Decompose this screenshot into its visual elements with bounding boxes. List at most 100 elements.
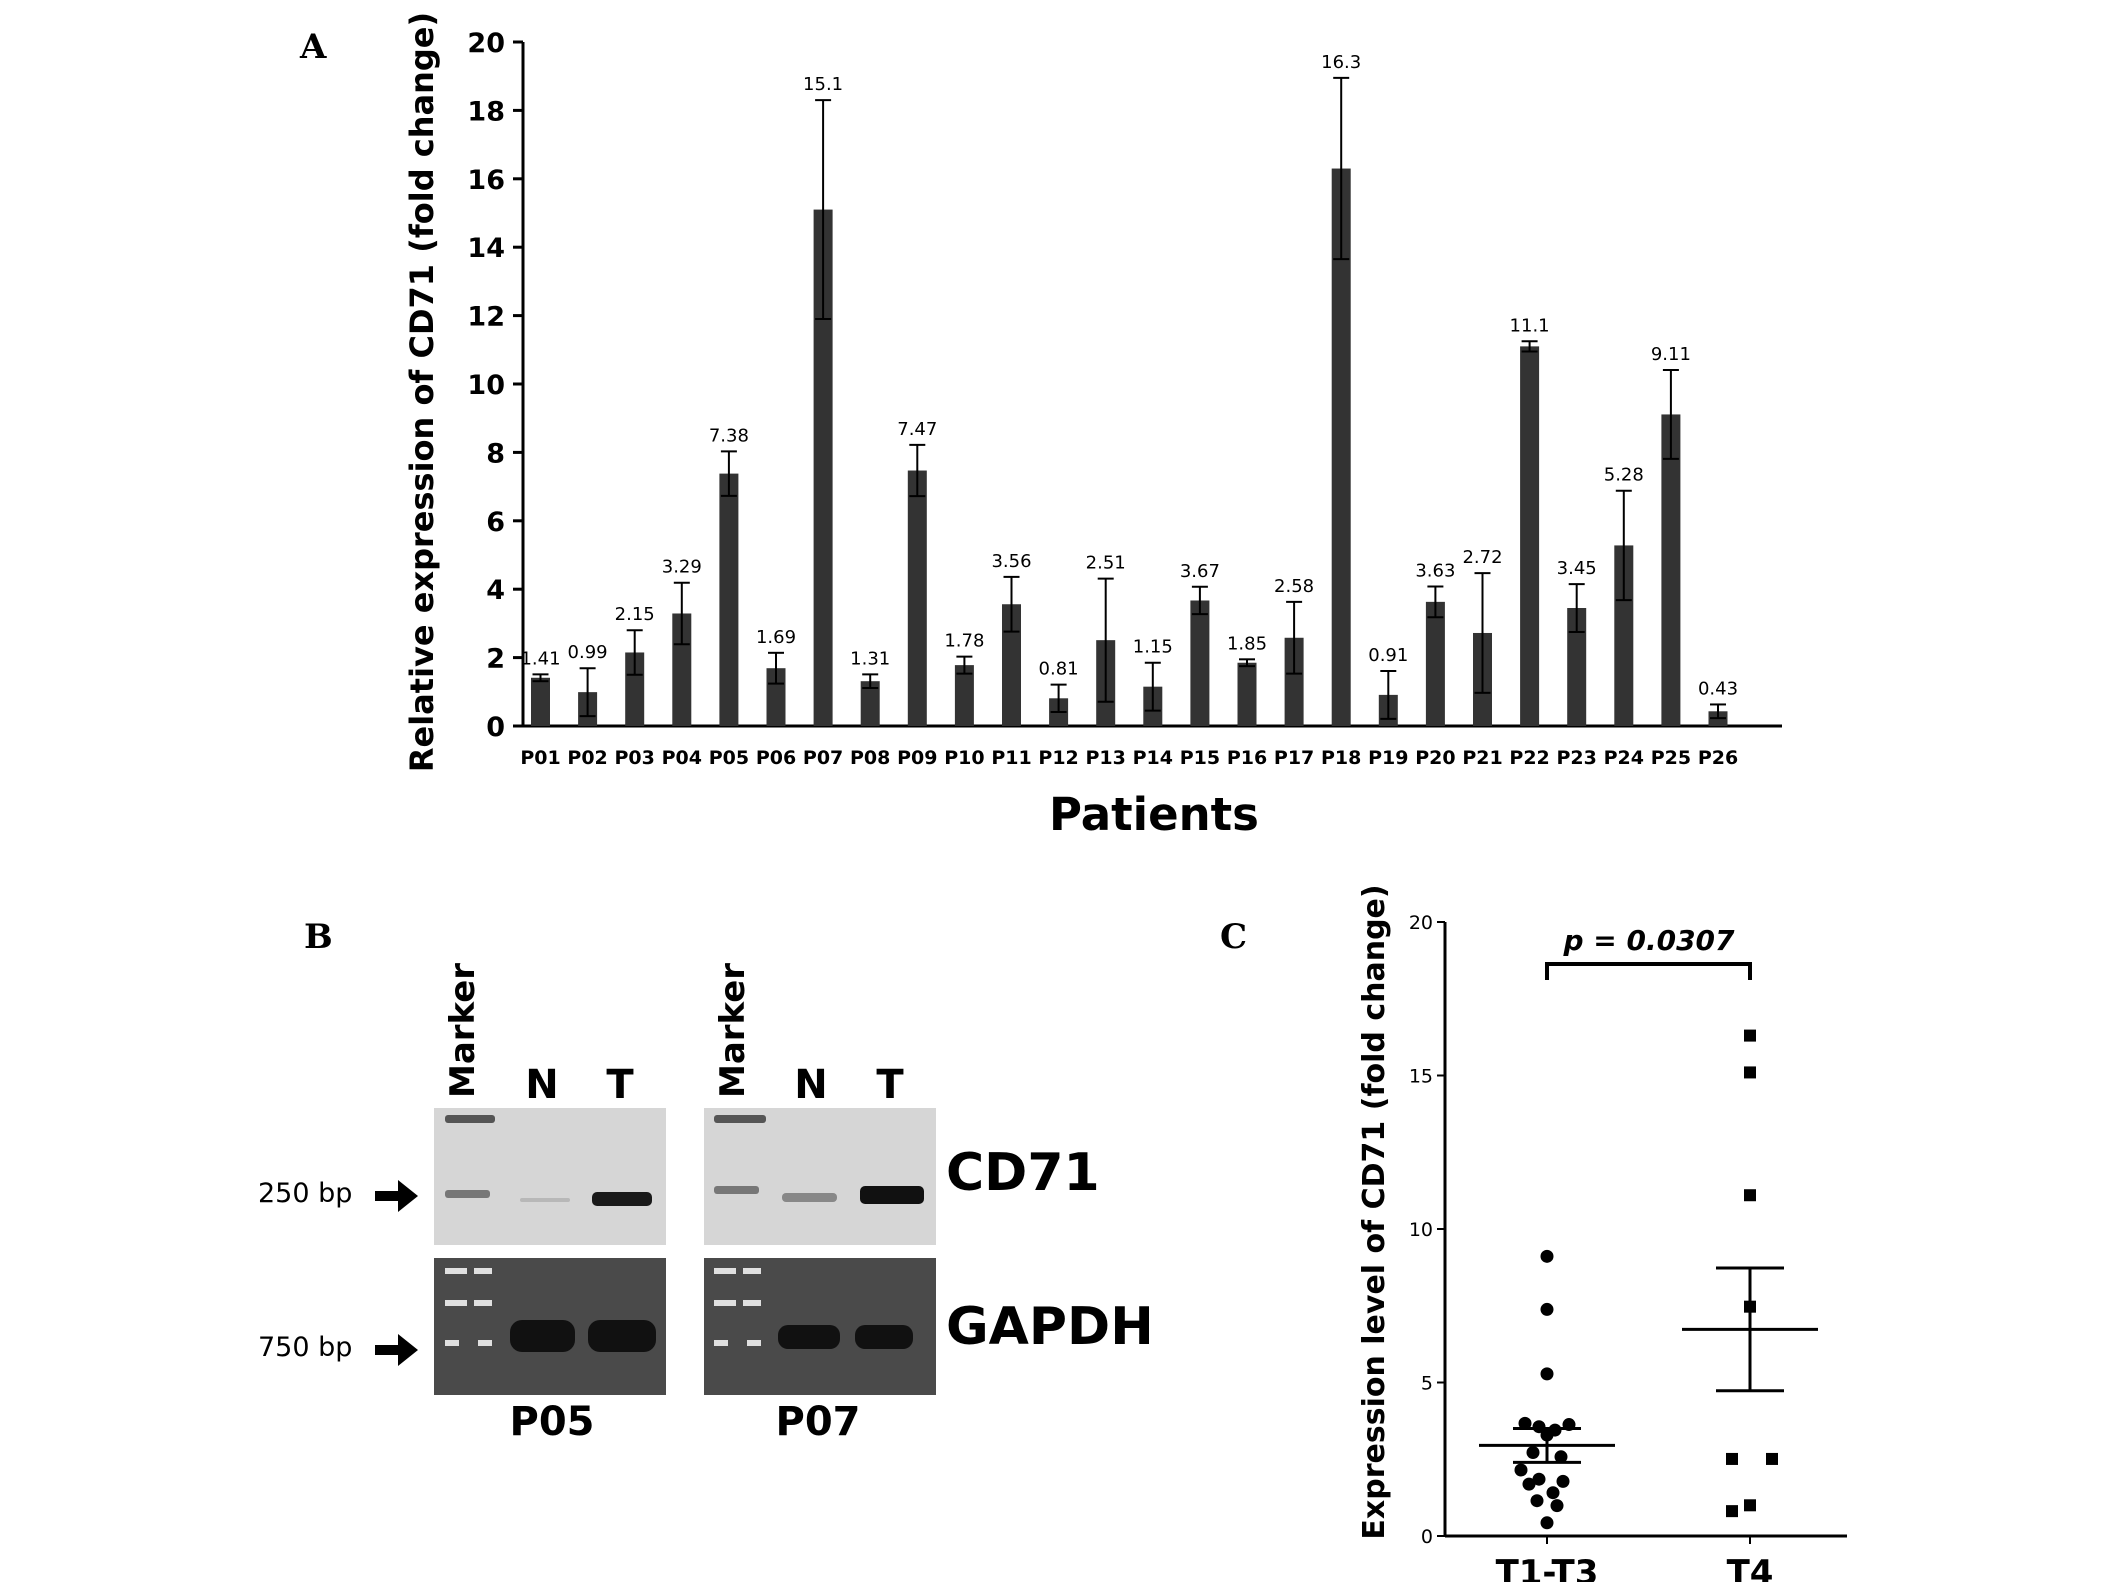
marker-label-left: Marker (443, 963, 483, 1098)
x-tick-label-a: P20 (1415, 747, 1455, 769)
bar-p25 (1661, 414, 1681, 726)
data-label-p04: 3.29 (662, 557, 702, 578)
y-tick-label-a: 6 (486, 507, 505, 538)
y-tick-label-a: 18 (467, 96, 505, 127)
y-tick-label-a: 16 (467, 165, 505, 196)
bar-p01 (531, 677, 550, 726)
data-label-p18: 16.3 (1321, 52, 1361, 73)
gapdh-band-p05-t (588, 1320, 656, 1352)
x-tick-label-a: P23 (1557, 747, 1597, 769)
marker-band (747, 1340, 761, 1346)
data-label-p12: 0.81 (1039, 659, 1079, 680)
bar-p20 (1425, 601, 1445, 726)
x-tick-label-a: P14 (1133, 747, 1173, 769)
gene-label-gapdh: GAPDH (946, 1297, 1154, 1357)
x-tick-label-a: P12 (1038, 747, 1078, 769)
x-tick-label-a: P01 (520, 747, 560, 769)
x-tick-label-a: P11 (991, 747, 1031, 769)
arrow-right-icon (375, 1180, 418, 1212)
cd71-band-p07-t (860, 1186, 924, 1204)
bar-p05 (719, 473, 739, 726)
data-label-p24: 5.28 (1604, 465, 1644, 486)
gapdh-band-p07-n (778, 1325, 840, 1349)
bar-p03 (625, 652, 645, 726)
x-tick-label-a: P08 (850, 747, 890, 769)
data-point-t1-t3 (1522, 1477, 1536, 1491)
x-tick-label-a: P15 (1180, 747, 1220, 769)
bar-p04 (672, 613, 692, 726)
marker-band (445, 1268, 467, 1274)
x-tick-label-a: P10 (944, 747, 984, 769)
gel-cd71-p07 (704, 1108, 936, 1245)
data-point-t1-t3 (1532, 1472, 1546, 1486)
marker-band (478, 1340, 492, 1346)
scatter-chart-c: 0 5 10 15 20 T1-T3 T4 Expression level of CD71… (1357, 884, 1847, 1582)
bar-p17 (1284, 637, 1304, 726)
data-point-t4 (1766, 1452, 1778, 1465)
x-tick-label-a: P26 (1698, 747, 1738, 769)
significance-bracket (1545, 962, 1752, 980)
y-tick-label-c: 10 (1409, 1219, 1433, 1241)
data-point-t4 (1744, 1066, 1756, 1079)
cd71-band-p07-n (782, 1193, 837, 1202)
y-tick-label-a: 20 (467, 28, 505, 59)
data-label-p20: 3.63 (1415, 560, 1455, 581)
data-point-t1-t3 (1518, 1416, 1532, 1430)
data-label-p07: 15.1 (803, 74, 843, 95)
data-point-t4 (1726, 1452, 1738, 1465)
x-tick-label-a: P22 (1509, 747, 1549, 769)
bar-p09 (907, 470, 927, 726)
x-tick-label-a: P24 (1604, 747, 1644, 769)
marker-band (714, 1115, 766, 1123)
marker-band (714, 1340, 728, 1346)
data-label-p26: 0.43 (1698, 678, 1738, 699)
marker-band (474, 1300, 492, 1306)
marker-band (714, 1186, 759, 1194)
p-value-annotation: p = 0.0307 (1562, 924, 1735, 957)
patient-label-p05: P05 (510, 1399, 595, 1445)
marker-band (743, 1268, 761, 1274)
x-tick-label-a: P25 (1651, 747, 1691, 769)
data-label-p14: 1.15 (1133, 637, 1173, 658)
data-point-t1-t3 (1526, 1445, 1540, 1459)
marker-band (714, 1300, 736, 1306)
bar-p07 (813, 209, 833, 726)
y-tick-label-a: 12 (467, 302, 505, 333)
lane-t-left: T (606, 1062, 634, 1108)
data-label-p08: 1.31 (850, 648, 890, 669)
size-label-250: 250 bp (258, 1178, 352, 1209)
x-tick-label-a: P21 (1462, 747, 1502, 769)
data-point-t4 (1726, 1505, 1738, 1518)
data-point-t1-t3 (1550, 1499, 1564, 1513)
data-label-p22: 11.1 (1510, 315, 1550, 336)
data-label-p06: 1.69 (756, 627, 796, 648)
x-tick-label-a: P02 (567, 747, 607, 769)
bar-p16 (1237, 662, 1257, 726)
data-label-p10: 1.78 (944, 631, 984, 652)
bar-p23 (1567, 608, 1587, 726)
data-point-t1-t3 (1540, 1302, 1554, 1316)
data-point-t1-t3 (1540, 1249, 1554, 1263)
bar-p11 (1002, 604, 1021, 726)
y-tick-label-c: 5 (1421, 1373, 1433, 1395)
bar-p18 (1331, 168, 1351, 727)
data-point-t1-t3 (1540, 1367, 1554, 1381)
x-tick-label-a: P04 (662, 747, 702, 769)
x-tick-label-a: P03 (615, 747, 655, 769)
x-tick-label-a: P19 (1368, 747, 1408, 769)
marker-label-right: Marker (713, 963, 753, 1098)
panel-label-c: C (1220, 917, 1247, 957)
bar-p22 (1520, 346, 1540, 726)
data-label-p03: 2.15 (615, 604, 655, 625)
bar-p15 (1190, 600, 1210, 726)
y-tick-label-a: 4 (486, 575, 505, 606)
data-point-t4 (1744, 1029, 1756, 1042)
y-tick-label-a: 10 (467, 370, 505, 401)
data-label-p19: 0.91 (1368, 645, 1408, 666)
data-point-t1-t3 (1540, 1516, 1554, 1530)
gene-label-cd71: CD71 (946, 1143, 1100, 1203)
gel-panel-b: Marker Marker N T N T 250 bp 750 bp CD71… (258, 963, 1154, 1445)
lane-t-right: T (876, 1062, 904, 1108)
arrow-right-icon (375, 1334, 418, 1366)
